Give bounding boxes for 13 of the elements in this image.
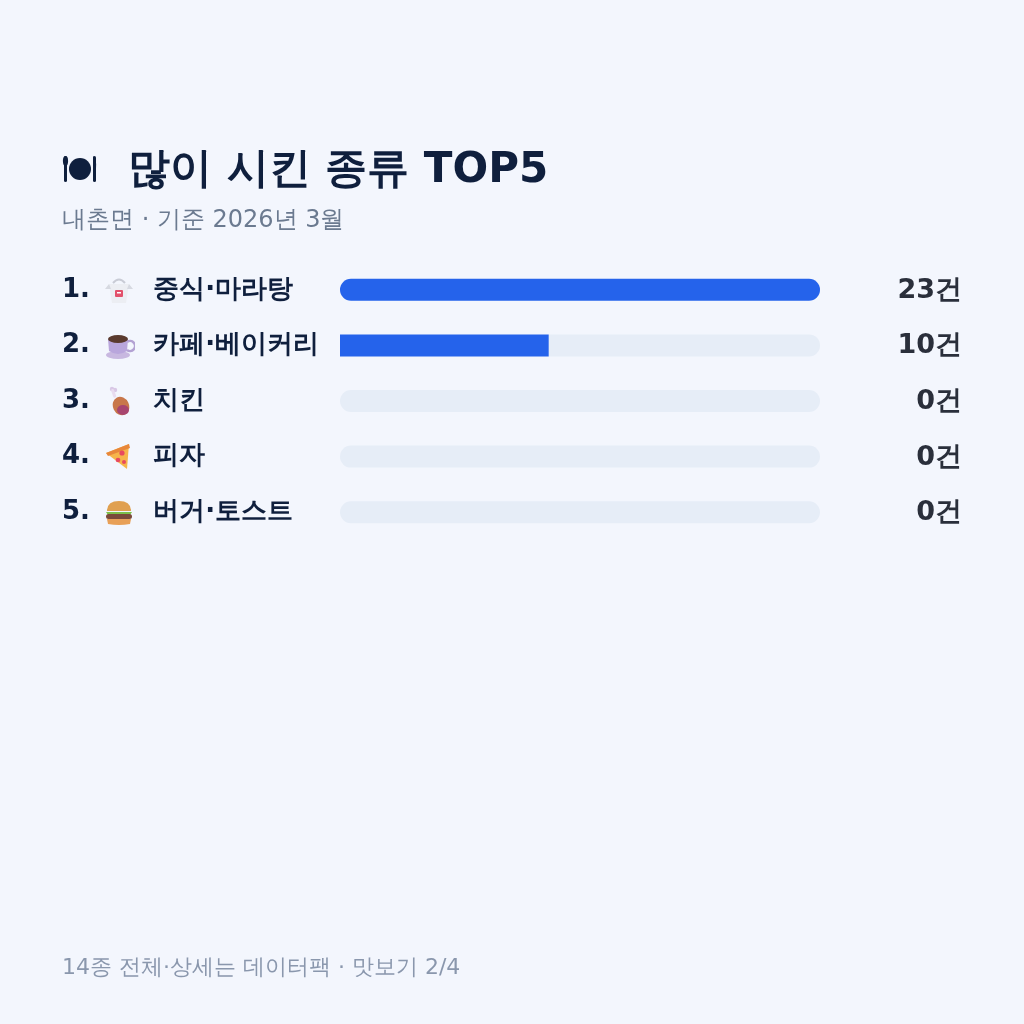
y-tick-label: 4. 피자 — [62, 439, 206, 470]
text: 14종 전체·상세는 데이터팩 · 맛보기 2/4 — [62, 953, 461, 981]
data-label: 0건 — [916, 495, 962, 527]
data-label: 10건 — [897, 328, 962, 360]
y-tick-label: 1. 중식·마라탕 — [62, 272, 294, 303]
chart-subtitle: 내촌면 · 기준 2026년 3월 — [62, 204, 345, 235]
chart-title: 많이 시킨 종류 TOP5 — [128, 142, 549, 194]
data-label: 0건 — [916, 384, 962, 416]
y-tick-label: 2. 카페·베이커리 — [62, 328, 320, 359]
data-label: 0건 — [916, 439, 962, 471]
data-label: 23건 — [897, 272, 962, 304]
y-tick-label: 5. 버거·토스트 — [62, 494, 294, 525]
y-tick-label: 3. 치킨 — [62, 383, 206, 414]
